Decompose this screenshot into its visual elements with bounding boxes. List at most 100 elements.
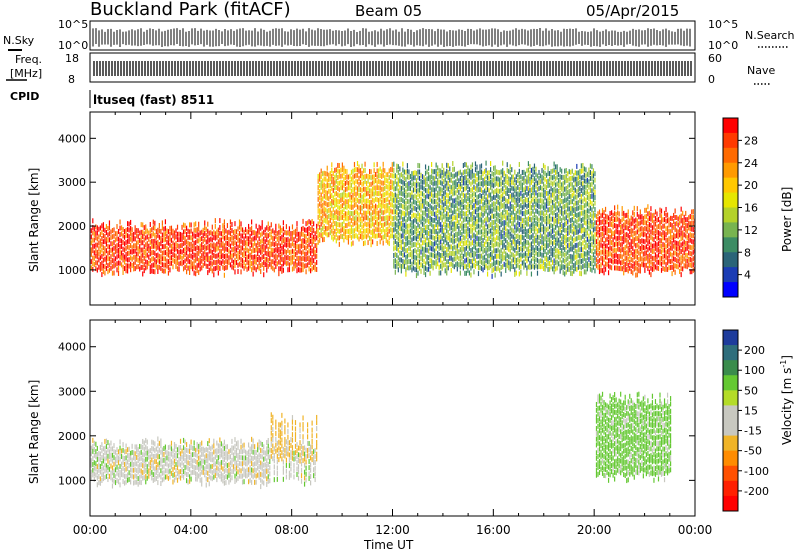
power-cell (359, 192, 362, 198)
power-cell (490, 263, 492, 269)
power-cell (184, 228, 186, 234)
power-cell (314, 243, 316, 249)
power-cell (155, 229, 157, 235)
power-cell (635, 272, 637, 278)
noise-search-dot (101, 37, 103, 39)
power-cell (523, 217, 525, 223)
power-cell (356, 216, 359, 222)
power-cell (461, 202, 463, 208)
power-cell (207, 245, 209, 251)
power-cell (638, 268, 640, 274)
power-cell (338, 205, 340, 211)
power-cell (604, 243, 607, 249)
power-cell (205, 263, 207, 269)
power-cell (458, 195, 460, 201)
power-cell (387, 207, 389, 213)
power-cell (443, 208, 445, 214)
power-cell (202, 238, 204, 244)
power-cell (500, 234, 502, 240)
power-cell (638, 233, 640, 239)
power-cell (120, 255, 123, 261)
power-cell (272, 265, 274, 271)
power-cell (617, 235, 619, 241)
power-cell (169, 249, 171, 255)
power-cell (270, 251, 272, 257)
power-cell (198, 221, 200, 227)
power-cell (623, 215, 625, 221)
power-cell (567, 206, 569, 212)
power-cell (617, 210, 619, 216)
power-cell (306, 262, 309, 268)
power-cell (266, 225, 268, 231)
power-cell (455, 209, 457, 215)
power-cell (545, 263, 548, 269)
power-cell (552, 181, 554, 187)
power-cell (432, 169, 434, 175)
power-cell (562, 180, 564, 186)
power-cell (340, 215, 342, 221)
noise-search-dot (104, 34, 106, 36)
power-cell (429, 221, 431, 227)
power-cell (512, 216, 514, 222)
power-cell (579, 258, 581, 264)
power-cell (346, 199, 348, 205)
power-cell (134, 243, 136, 249)
power-cell (382, 240, 384, 246)
power-cell (632, 220, 634, 226)
power-cell (521, 205, 523, 211)
power-cell (311, 254, 313, 260)
power-cell (603, 233, 605, 239)
power-cell (493, 177, 495, 183)
power-cell (524, 238, 526, 244)
power-cell (579, 247, 581, 253)
power-cell (349, 233, 351, 239)
power-cell (542, 163, 545, 169)
power-cell (490, 228, 492, 234)
power-cell (465, 240, 467, 246)
power-cell (402, 233, 404, 239)
power-cell (491, 202, 493, 208)
power-cell (536, 203, 539, 209)
power-cell (539, 210, 542, 216)
power-cell (509, 201, 511, 207)
power-cell (611, 258, 613, 264)
power-cell (320, 197, 322, 203)
power-cell (340, 197, 342, 203)
power-cell (603, 241, 605, 247)
power-cell (506, 210, 508, 216)
power-cell (349, 179, 351, 185)
power-cell (524, 220, 526, 226)
power-cell (251, 230, 253, 236)
power-cell (341, 196, 343, 202)
power-cell (412, 170, 415, 176)
power-cell (146, 259, 148, 265)
power-cell (544, 236, 546, 242)
power-cell (367, 209, 369, 215)
power-cell (325, 200, 327, 206)
power-cell (524, 197, 526, 203)
power-cell (638, 244, 640, 250)
power-cell (450, 225, 452, 231)
power-cell (237, 233, 239, 239)
power-cell (246, 247, 248, 253)
power-cell (586, 213, 588, 219)
power-cell (104, 264, 106, 270)
power-cell (130, 219, 132, 225)
power-cell (423, 198, 425, 204)
power-cell (585, 190, 587, 196)
power-cell (527, 240, 530, 246)
power-cell (192, 243, 194, 249)
power-cell (456, 231, 458, 237)
power-cell (553, 174, 555, 180)
power-cell (570, 210, 572, 216)
power-cell (576, 176, 578, 182)
power-cell (373, 191, 375, 197)
power-cell (635, 230, 637, 236)
power-cell (426, 193, 428, 199)
power-cell (381, 169, 383, 175)
power-cell (229, 225, 232, 231)
power-cell (258, 229, 260, 235)
power-cell (611, 233, 613, 239)
power-cell (107, 269, 109, 275)
power-cell (461, 190, 463, 196)
